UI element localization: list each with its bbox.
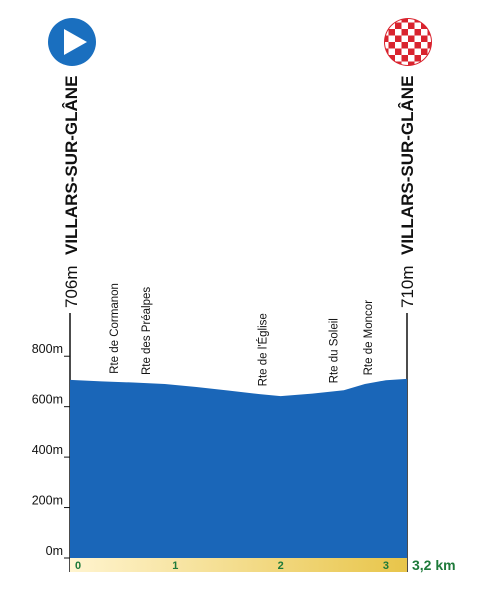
x-tick-label: 0 — [75, 560, 81, 572]
checker-square — [414, 35, 421, 42]
finish-altitude: 710m — [398, 265, 417, 308]
finish-town: VILLARS-SUR-GLÂNE — [398, 76, 417, 255]
checker-square — [427, 22, 431, 29]
checker-square — [388, 35, 395, 42]
elevation-profile-area — [70, 378, 407, 558]
checker-square — [427, 35, 431, 42]
start-altitude: 706m — [62, 265, 81, 308]
y-tick-label: 400m — [32, 443, 63, 457]
distance-bar — [70, 558, 407, 572]
checker-square — [385, 19, 389, 23]
y-tick-label: 800m — [32, 342, 63, 356]
checker-square — [385, 55, 389, 62]
checker-square — [401, 48, 408, 55]
x-tick-label: 3 — [383, 560, 389, 572]
street-annotation: Rte de Moncor — [363, 300, 375, 376]
checker-square — [388, 22, 395, 29]
start-play-icon — [48, 18, 96, 66]
y-tick-label: 200m — [32, 494, 63, 508]
checker-square — [421, 55, 428, 62]
y-tick-label: 0m — [46, 544, 63, 558]
svg-text:710m VILLARS-SUR-GLÂNE: 710m VILLARS-SUR-GLÂNE — [398, 76, 417, 308]
checker-square — [401, 22, 408, 29]
checker-square — [408, 29, 415, 36]
checker-square — [388, 61, 395, 65]
x-tick-label: 1 — [172, 560, 178, 572]
svg-text:706m VILLARS-SUR-GLÂNE: 706m VILLARS-SUR-GLÂNE — [62, 76, 81, 308]
start-town: VILLARS-SUR-GLÂNE — [62, 76, 81, 255]
checker-square — [421, 29, 428, 36]
checker-square — [388, 48, 395, 55]
checker-square — [427, 61, 431, 65]
checker-square — [414, 22, 421, 29]
checker-square — [395, 55, 402, 62]
checker-square — [421, 42, 428, 49]
x-tick-label: 2 — [278, 560, 284, 572]
street-annotation: Rte de Cormanon — [109, 283, 121, 374]
checker-square — [408, 42, 415, 49]
street-annotation: Rte du Soleil — [328, 318, 340, 383]
checker-square — [401, 61, 408, 65]
checker-square — [414, 48, 421, 55]
checker-square — [408, 19, 415, 23]
street-annotation: Rte des Préalpes — [141, 287, 153, 375]
finish-checkered-flag-icon — [384, 18, 432, 66]
total-distance-label: 3,2 km — [412, 557, 456, 573]
checker-square — [395, 42, 402, 49]
checker-square — [385, 42, 389, 49]
street-annotation: Rte de l'Église — [257, 313, 270, 386]
checker-square — [408, 55, 415, 62]
checker-square — [401, 35, 408, 42]
y-tick-label: 600m — [32, 393, 63, 407]
checker-square — [421, 19, 428, 23]
checker-square — [395, 29, 402, 36]
